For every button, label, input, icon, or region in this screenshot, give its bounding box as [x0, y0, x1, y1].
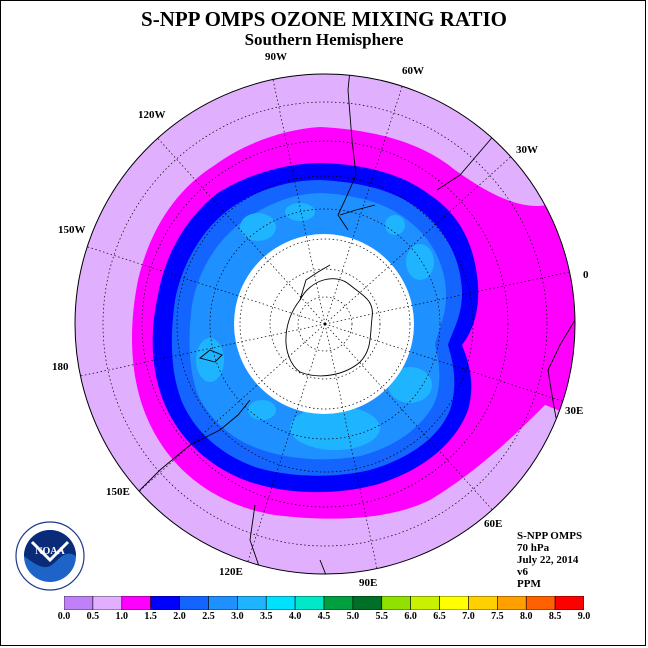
colorbar-swatch [323, 596, 354, 610]
colorbar-tick-label: 6.5 [433, 611, 446, 622]
lon-label-120w: 120W [138, 109, 166, 121]
lon-label-150w: 150W [58, 224, 86, 236]
colorbar-swatch [92, 596, 123, 610]
colorbar-tick-label: 3.0 [231, 611, 244, 622]
info-version: v6 [517, 566, 528, 578]
colorbar-swatch [121, 596, 151, 610]
noaa-logo: NOAA [15, 521, 85, 591]
meridian-line [157, 137, 326, 325]
colorbar-swatch [265, 596, 296, 610]
map-title: S-NPP OMPS OZONE MIXING RATIO [141, 7, 507, 31]
meridian-line [324, 271, 570, 325]
colorbar-tick-label: 2.5 [202, 611, 215, 622]
colorbar-tick-label: 1.0 [115, 611, 129, 622]
lon-label-0: 0 [583, 269, 589, 281]
colorbar-swatch [381, 596, 411, 610]
colorbar-swatch [497, 596, 527, 610]
meridian-line [247, 323, 326, 562]
colorbar-swatch [554, 596, 584, 610]
lon-label-60w: 60W [402, 65, 424, 77]
colorbar-tick-label: 8.0 [519, 611, 533, 622]
map-outline [74, 73, 576, 575]
colorbar-tick-label: 7.0 [462, 611, 475, 622]
colorbar-swatch [352, 596, 383, 610]
meridian-line [272, 79, 326, 325]
colorbar-swatch [150, 596, 180, 610]
colorbar-tick-label: 5.5 [375, 611, 389, 622]
meridian-line [324, 323, 378, 569]
meridian-line [324, 323, 563, 402]
coastlines [131, 74, 575, 574]
colorbar-swatch [439, 596, 469, 610]
lon-label-60e: 60E [484, 518, 502, 530]
lon-label-30w: 30W [516, 144, 538, 156]
meridian-line [87, 246, 326, 325]
lon-label-90e: 90E [359, 577, 377, 589]
map-subtitle: Southern Hemisphere [244, 30, 404, 49]
colorbar-tick-label: 2.0 [173, 611, 186, 622]
info-units: PPM [517, 578, 541, 590]
lon-label-150e: 150E [106, 486, 130, 498]
meridian-line [324, 323, 493, 511]
lon-label-180: 180 [52, 361, 69, 373]
colorbar-swatch [208, 596, 238, 610]
colorbar-tick-label: 3.5 [259, 611, 273, 622]
colorbar-tick-label: 5.0 [346, 611, 360, 622]
lon-label-30e: 30E [565, 405, 583, 417]
info-pressure-level: 70 hPa [517, 542, 550, 554]
lon-label-90w: 90W [265, 51, 287, 63]
info-instrument: S-NPP OMPS [517, 530, 583, 542]
colorbar-swatch [294, 596, 325, 610]
info-date: July 22, 2014 [517, 554, 579, 566]
colorbar-tick-label: 0.0 [57, 611, 71, 622]
colorbar-swatch [64, 596, 94, 610]
meridian-line [80, 323, 326, 377]
colorbar-tick-label: 9.0 [577, 611, 591, 622]
colorbar-swatch [410, 596, 440, 610]
meridian-lines [80, 79, 570, 569]
colorbar-tick-label: 4.0 [288, 611, 302, 622]
colorbar-tick-label: 4.5 [317, 611, 331, 622]
ozone-field [75, 74, 575, 574]
colorbar-tick-label: 0.5 [86, 611, 100, 622]
colorbar-tick-label: 6.0 [404, 611, 417, 622]
lon-label-120e: 120E [219, 566, 243, 578]
colorbar-swatch [179, 596, 209, 610]
meridian-line [324, 86, 403, 325]
latitude-circles [102, 101, 548, 547]
colorbar [64, 596, 584, 610]
colorbar-swatch [237, 596, 267, 610]
colorbar-tick-label: 8.5 [548, 611, 562, 622]
meridian-line [138, 323, 326, 492]
colorbar-ticks: 0.0 0.5 1.0 1.5 2.0 2.5 3.0 3.5 4.0 4.5 5.0 5.5 6.0 6… [0, 611, 648, 625]
meridian-line [324, 156, 512, 325]
band-3.0-3.5 [196, 203, 434, 450]
colorbar-tick-label: 7.5 [491, 611, 504, 622]
longitude-labels: 90W 60W 30W 0 30E 60E 90E 120E 150E 180 … [52, 51, 589, 589]
colorbar-swatch [468, 596, 498, 610]
noaa-logo-text: NOAA [35, 546, 65, 557]
colorbar-swatch [525, 596, 556, 610]
south-pole-marker [323, 322, 327, 326]
colorbar-tick-label: 1.5 [144, 611, 157, 622]
